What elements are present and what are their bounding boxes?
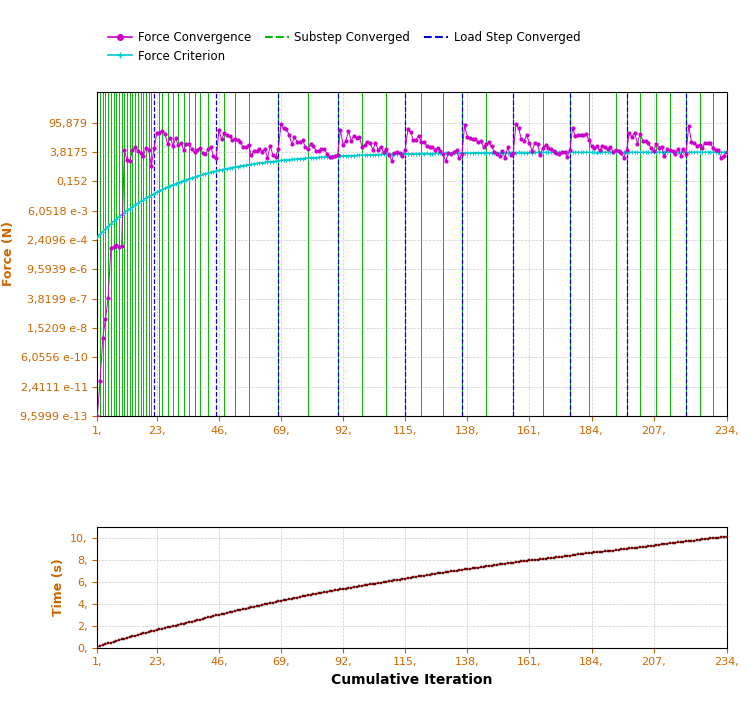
Force Convergence xyxy=(512,120,521,128)
Line: Force Convergence: Force Convergence xyxy=(96,122,728,417)
Force Convergence xyxy=(695,141,704,149)
Force Convergence xyxy=(93,412,102,420)
Force Convergence xyxy=(133,146,142,155)
Y-axis label: Time (s): Time (s) xyxy=(52,559,64,617)
Force Convergence xyxy=(690,139,699,147)
Force Criterion xyxy=(330,152,339,161)
Force Criterion xyxy=(133,199,142,208)
Force Convergence xyxy=(722,148,731,156)
Force Convergence xyxy=(330,151,339,160)
Legend: Force Convergence, Force Criterion, Substep Converged, Load Step Converged: Force Convergence, Force Criterion, Subs… xyxy=(103,26,585,68)
Force Convergence xyxy=(495,152,504,161)
Force Criterion xyxy=(276,156,285,165)
Force Criterion xyxy=(652,148,661,156)
X-axis label: Cumulative Iteration: Cumulative Iteration xyxy=(331,673,493,687)
Line: Force Criterion: Force Criterion xyxy=(96,151,728,239)
Force Criterion xyxy=(722,148,731,156)
Force Convergence xyxy=(276,120,285,129)
Force Criterion xyxy=(93,233,102,241)
Y-axis label: Force (N): Force (N) xyxy=(1,221,15,287)
Force Criterion xyxy=(695,148,704,156)
Force Criterion xyxy=(495,149,504,157)
Force Criterion xyxy=(690,148,699,156)
